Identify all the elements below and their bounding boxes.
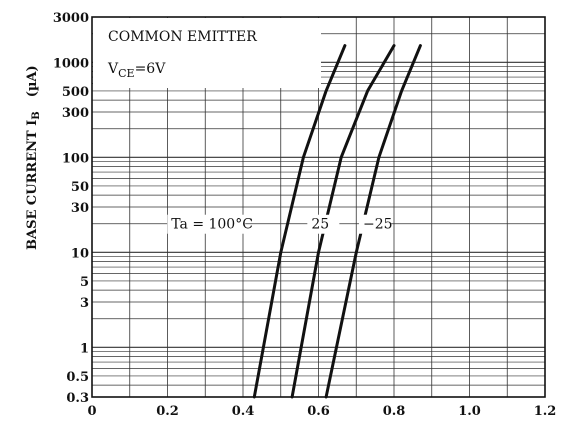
curve-label-bg <box>167 214 246 234</box>
y-tick-label: 100 <box>62 151 89 166</box>
y-axis-label: BASE CURRENT IB(µA) <box>25 65 42 250</box>
x-tick-label: 0.8 <box>383 404 406 419</box>
y-tick-label: 30 <box>71 201 89 216</box>
y-tick-labels: 3000 1000 500 300 100 50 30 10 5 3 1 0.5 0.3 <box>53 11 89 406</box>
x-tick-label: 0.4 <box>232 404 255 419</box>
plot-frame <box>91 16 546 398</box>
y-tick-label: 1000 <box>53 56 89 71</box>
x-tick-label: 1.2 <box>534 404 557 419</box>
curve-labels: Ta = 100°C 25 −25 <box>167 214 393 234</box>
series-line-1 <box>252 44 347 399</box>
y-tick-label: 5 <box>80 275 89 290</box>
y-tick-label: 0.3 <box>66 391 89 406</box>
curve-label-1: Ta = 100°C <box>171 217 253 233</box>
curve-label-2: 25 <box>311 217 329 233</box>
x-tick-label: 0 <box>87 404 96 419</box>
curve-label-bg <box>359 214 392 234</box>
curve-label-3: −25 <box>363 217 393 233</box>
x-tick-labels: 0 0.2 0.4 0.6 0.8 1.0 1.2 <box>87 404 556 419</box>
series-line-2 <box>290 44 396 399</box>
y-tick-label: 500 <box>62 85 89 100</box>
annotation-condition: VCE=6V <box>107 61 166 80</box>
x-tick-label: 0.2 <box>156 404 179 419</box>
y-tick-label: 3 <box>80 296 89 311</box>
x-tick-label: 1.0 <box>458 404 481 419</box>
y-tick-label: 300 <box>62 106 89 121</box>
series-line-3 <box>324 44 422 399</box>
y-axis-label-text: BASE CURRENT IB(µA) <box>25 65 42 250</box>
y-tick-label: 3000 <box>53 11 89 26</box>
x-tick-label: 0.6 <box>307 404 330 419</box>
annotation-box: COMMON EMITTER VCE=6V <box>93 18 321 88</box>
y-tick-label: 50 <box>71 180 89 195</box>
annotation-title: COMMON EMITTER <box>108 29 257 45</box>
series-lines <box>252 44 422 399</box>
y-tick-label: 10 <box>71 246 89 261</box>
y-tick-label: 0.5 <box>66 370 89 385</box>
y-tick-label: 1 <box>80 341 89 356</box>
curve-label-bg <box>307 214 340 234</box>
